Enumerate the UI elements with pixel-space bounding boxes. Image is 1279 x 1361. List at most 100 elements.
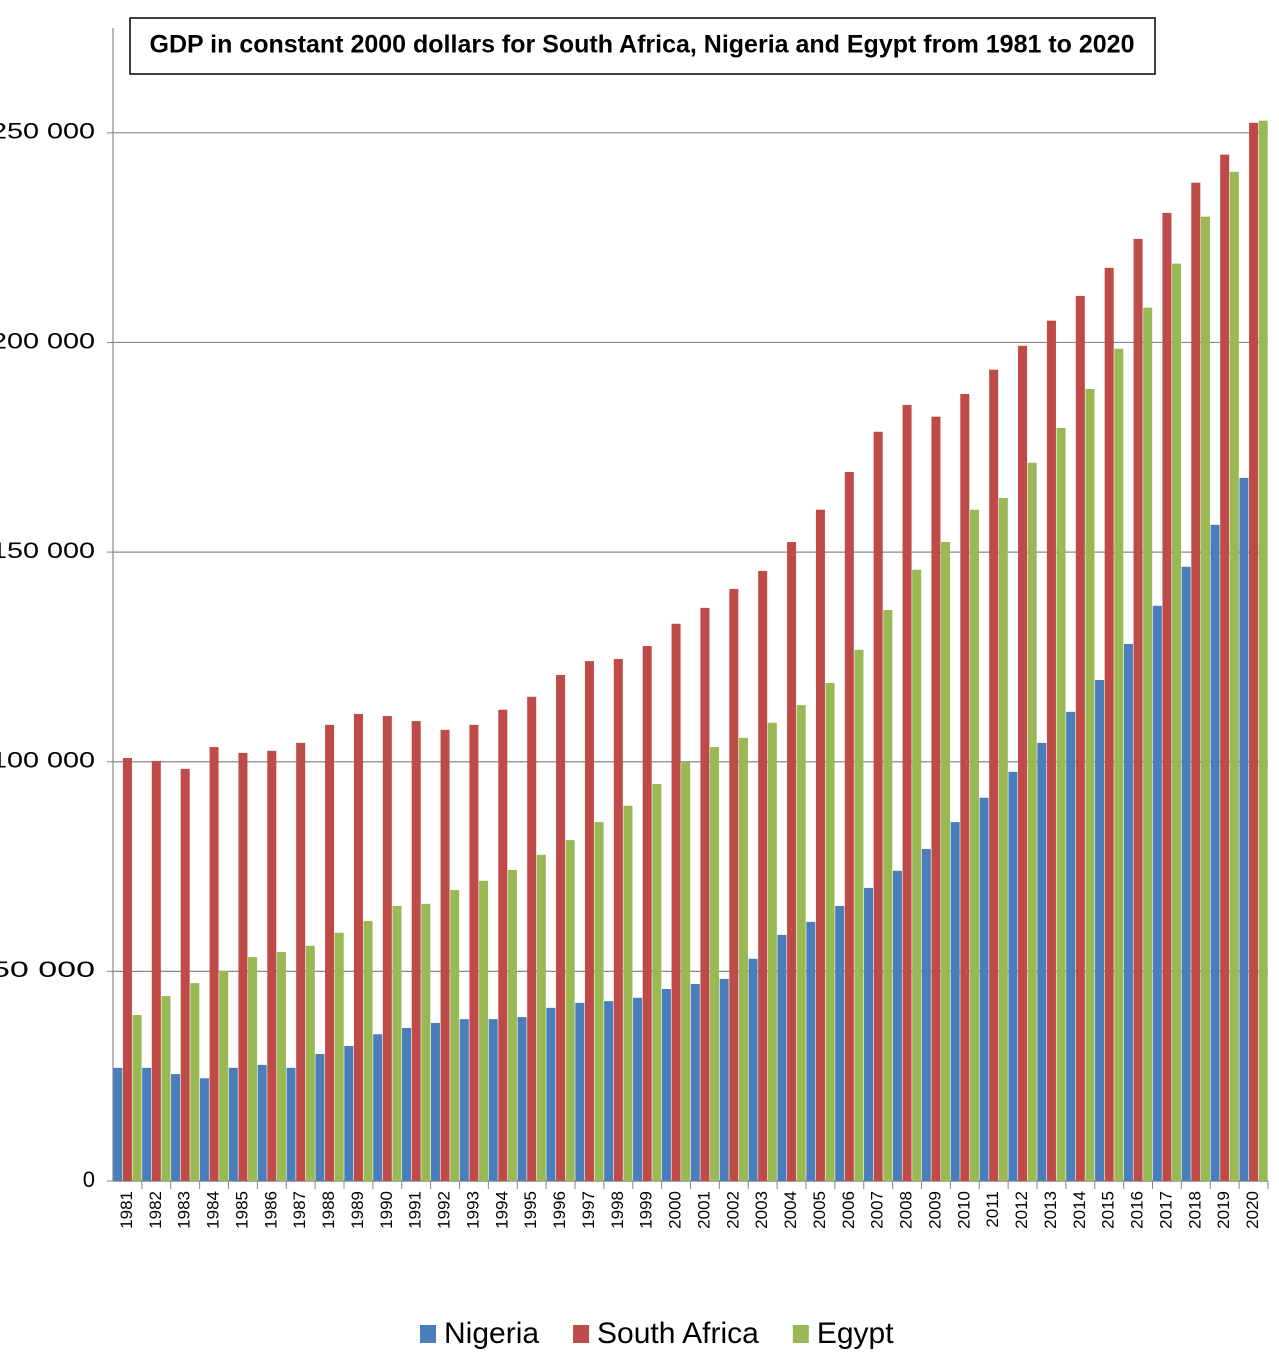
bar [488,1019,498,1181]
bar [1104,267,1114,1182]
bar [1114,348,1124,1181]
bar [1220,154,1230,1181]
bar [238,752,248,1181]
bar [1191,182,1201,1181]
x-tick-label: 1998 [608,1191,627,1229]
bar [498,709,508,1181]
bar [787,542,797,1181]
bar [950,822,960,1181]
bar [1008,771,1018,1181]
bar [710,747,720,1181]
x-tick-label: 1997 [579,1191,598,1229]
x-tick-label: 2017 [1156,1191,1175,1229]
bar [921,848,931,1181]
bar [1200,216,1210,1181]
x-tick-label: 1986 [261,1191,280,1229]
y-tick-label: 0 [83,1167,95,1192]
bar [1056,427,1066,1181]
bar [1172,263,1182,1181]
x-tick-label: 2004 [781,1191,800,1229]
legend-swatch [420,1325,436,1343]
y-tick-label: 200 000 [0,328,95,353]
bar [835,905,845,1181]
x-tick-label: 1983 [175,1191,194,1229]
bar [979,797,989,1181]
x-tick-label: 2009 [925,1191,944,1229]
x-tick-label: 2001 [694,1191,713,1229]
bar [1258,120,1268,1181]
y-tick-label: 50 000 [0,957,95,982]
x-tick-label: 2019 [1214,1191,1233,1229]
bar [248,957,258,1181]
bar [142,1067,152,1181]
x-tick-label: 1991 [406,1191,425,1229]
bar [1075,295,1085,1181]
bar [613,659,623,1181]
bar [305,945,315,1181]
x-tick-label: 1999 [637,1191,656,1229]
x-tick-label: 1982 [146,1191,165,1229]
bar [883,609,893,1181]
x-tick-label: 2018 [1185,1191,1204,1229]
bar [777,934,787,1181]
bar [575,1002,585,1181]
bar [1162,212,1172,1181]
bar [411,721,421,1181]
bar [171,1074,181,1181]
bar [758,570,768,1181]
x-tick-label: 1987 [290,1191,309,1229]
bar [363,921,373,1181]
x-tick-label: 2014 [1070,1191,1089,1229]
bar [315,1053,325,1181]
bar [671,623,681,1181]
bar [594,822,604,1181]
bar [1229,171,1239,1181]
bar [353,713,363,1181]
bar [941,542,951,1181]
bar [113,1067,123,1181]
bar [729,588,739,1181]
bar [796,705,806,1181]
bar [1239,477,1249,1181]
bar [1210,524,1220,1181]
bar [719,978,729,1181]
x-tick-label: 2000 [666,1191,685,1229]
x-tick-label: 2003 [752,1191,771,1229]
bar [402,1027,412,1181]
bar [161,996,171,1181]
bar [690,983,700,1181]
bar [469,724,479,1181]
x-tick-label: 2007 [868,1191,887,1229]
bar [151,760,161,1181]
bar [1085,388,1095,1182]
x-tick-label: 1984 [204,1191,223,1229]
bar [1133,238,1143,1182]
y-tick-label: 250 000 [0,119,95,144]
x-tick-label: 2006 [839,1191,858,1229]
legend-label: Nigeria [444,1317,539,1350]
bar [767,722,777,1181]
bar [276,952,286,1181]
y-tick-label: 150 000 [0,538,95,563]
bar [584,661,594,1181]
bar [623,805,633,1181]
bar [267,750,277,1181]
bar [334,932,344,1181]
bar [228,1067,238,1181]
bar [1027,462,1037,1181]
bar [296,742,306,1181]
x-tick-label: 1995 [521,1191,540,1229]
bar [209,747,219,1181]
bar [604,1001,614,1181]
x-tick-label: 2005 [810,1191,829,1229]
x-tick-label: 1981 [117,1191,136,1229]
bar [132,1014,142,1181]
bar [344,1045,354,1181]
bar [219,970,229,1181]
bar [1066,711,1076,1181]
bar [517,1017,527,1181]
bar [1123,643,1133,1181]
bar [373,1034,383,1181]
bar [546,1007,556,1181]
bar [661,988,671,1181]
